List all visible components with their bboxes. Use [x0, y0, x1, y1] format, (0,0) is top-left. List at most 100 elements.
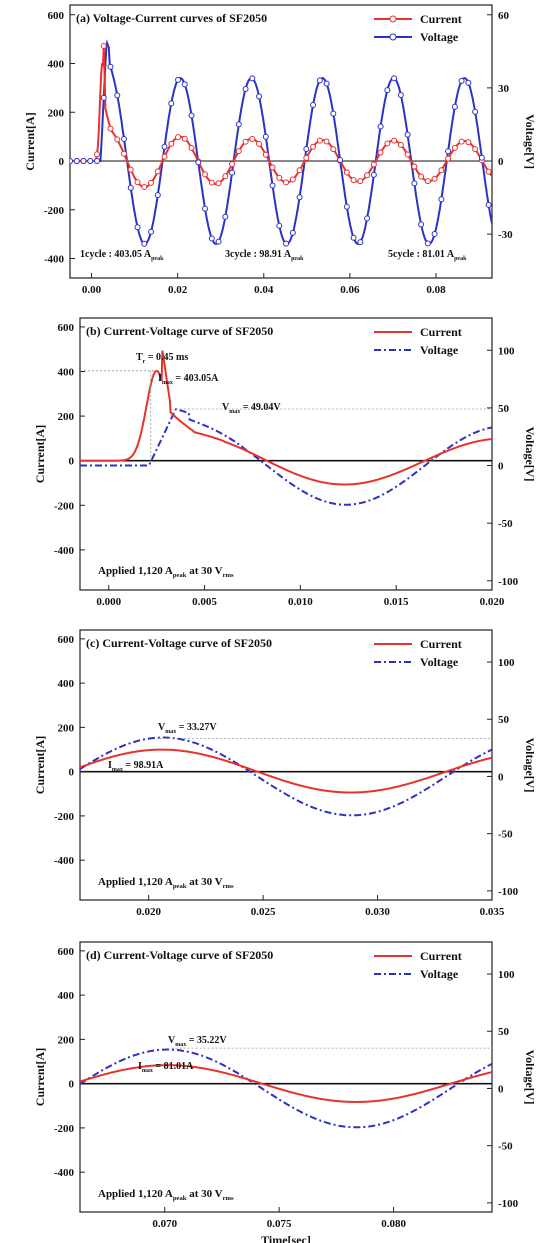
- y-tick-label: 0: [69, 767, 75, 779]
- subscript: max: [229, 409, 240, 415]
- voltage-point: [256, 93, 263, 100]
- current-point: [188, 144, 195, 151]
- legend-label: Voltage: [420, 655, 459, 669]
- y-tick-label: 200: [58, 1034, 75, 1046]
- voltage-point: [458, 77, 465, 84]
- voltage-point: [262, 133, 269, 140]
- text-span: = 35.22V: [186, 1035, 227, 1046]
- current-point: [134, 179, 141, 186]
- text-span: I: [158, 373, 162, 384]
- subscript: peak: [151, 256, 164, 262]
- current-point: [222, 173, 229, 180]
- current-point: [485, 168, 492, 175]
- y2-tick-label: -50: [498, 1141, 513, 1153]
- legend-label: Voltage: [420, 30, 459, 44]
- voltage-point: [222, 213, 229, 220]
- voltage-point: [431, 230, 438, 237]
- legend-label: Current: [420, 12, 462, 26]
- y-tick-label: 400: [58, 990, 75, 1002]
- rise-time-annotation: Tr = 0.45 ms: [136, 352, 188, 365]
- voltage-point: [438, 196, 445, 203]
- voltage-point: [127, 184, 134, 191]
- y-tick-label: 400: [58, 678, 75, 690]
- imax-annotation: Imax = 403.05A: [158, 373, 219, 386]
- y-tick-label: 200: [58, 411, 75, 423]
- y2-tick-label: 50: [498, 714, 510, 726]
- y2-axis-label: Voltage[V]: [523, 427, 537, 482]
- y2-tick-label: -50: [498, 829, 513, 841]
- subscript: r: [143, 359, 146, 365]
- current-point: [350, 177, 357, 184]
- text-span: = 81.01A: [153, 1061, 194, 1072]
- voltage-point: [148, 228, 155, 235]
- voltage-point: [391, 75, 398, 82]
- y2-tick-label: 50: [498, 403, 510, 415]
- legend-marker: [389, 33, 397, 41]
- y-tick-label: 0: [59, 156, 65, 168]
- voltage-point: [337, 157, 344, 164]
- voltage-point: [154, 192, 161, 199]
- y2-tick-label: -30: [498, 229, 513, 241]
- voltage-point: [303, 146, 310, 153]
- voltage-point: [269, 182, 276, 189]
- text-span: V: [158, 722, 166, 733]
- voltage-point: [316, 77, 323, 84]
- current-point: [94, 151, 101, 158]
- y2-tick-label: -50: [498, 518, 513, 530]
- y2-tick-label: 50: [498, 1026, 510, 1038]
- voltage-point: [465, 79, 472, 86]
- y-axis-label: Current[A]: [33, 425, 47, 483]
- current-point: [175, 134, 182, 141]
- current-point: [357, 178, 364, 185]
- y-axis-label: Current[A]: [33, 1048, 47, 1106]
- voltage-point: [451, 103, 458, 110]
- plot-frame: [69, 4, 493, 279]
- legend-marker: [389, 15, 397, 23]
- y-tick-label: -200: [54, 1123, 75, 1135]
- voltage-point: [276, 222, 283, 229]
- imax-annotation: Imax = 98.91A: [108, 760, 164, 773]
- voltage-point: [73, 158, 80, 164]
- text-span: V: [168, 1035, 176, 1046]
- imax-annotation: Imax = 81.01A: [138, 1061, 194, 1074]
- chart-title: (d) Current-Voltage curve of SF2050: [86, 948, 273, 962]
- text-span: = 98.91A: [123, 760, 164, 771]
- current-point: [316, 137, 323, 144]
- text-span: = 49.04V: [240, 402, 281, 413]
- x-tick-label: 0.015: [384, 596, 409, 608]
- y2-tick-label: 0: [498, 461, 504, 473]
- y2-axis-label: Voltage[V]: [523, 1050, 537, 1105]
- y2-tick-label: 100: [498, 969, 515, 981]
- y2-tick-label: 0: [498, 1083, 504, 1095]
- series-voltage-line: [80, 736, 492, 817]
- y-tick-label: -400: [54, 855, 75, 867]
- current-point: [181, 135, 188, 142]
- voltage-point: [330, 110, 337, 117]
- y-tick-label: -200: [54, 811, 75, 823]
- chart-title: (a) Voltage-Current curves of SF2050: [76, 11, 267, 25]
- subscript: peak: [173, 572, 187, 579]
- series-current-line: [80, 748, 492, 794]
- current-point: [431, 175, 438, 182]
- current-point: [154, 168, 161, 175]
- text-span: I: [138, 1061, 142, 1072]
- voltage-point: [121, 135, 128, 142]
- y2-tick-label: 0: [498, 771, 504, 783]
- text-span: = 33.27V: [176, 722, 217, 733]
- voltage-point: [202, 205, 209, 212]
- y-tick-label: -400: [54, 545, 75, 557]
- voltage-point: [168, 100, 175, 107]
- text-span: Applied 1,120 A: [98, 1188, 173, 1200]
- y2-tick-label: 30: [498, 83, 510, 95]
- current-point: [202, 171, 209, 178]
- subscript: rms: [223, 572, 234, 579]
- plot-frame: [79, 941, 493, 1213]
- subscript: rms: [223, 883, 234, 890]
- chart-panel-1: -400 -200 0 200 400 600 -100 -50 0 50 100 0.000 0.00…: [33, 317, 537, 608]
- text-span: at 30 V: [186, 876, 222, 888]
- series-voltage-line: [80, 1048, 492, 1129]
- current-point: [127, 166, 134, 173]
- y-tick-label: -400: [44, 254, 65, 266]
- x-tick-label: 0.010: [288, 596, 313, 608]
- current-point: [391, 137, 398, 144]
